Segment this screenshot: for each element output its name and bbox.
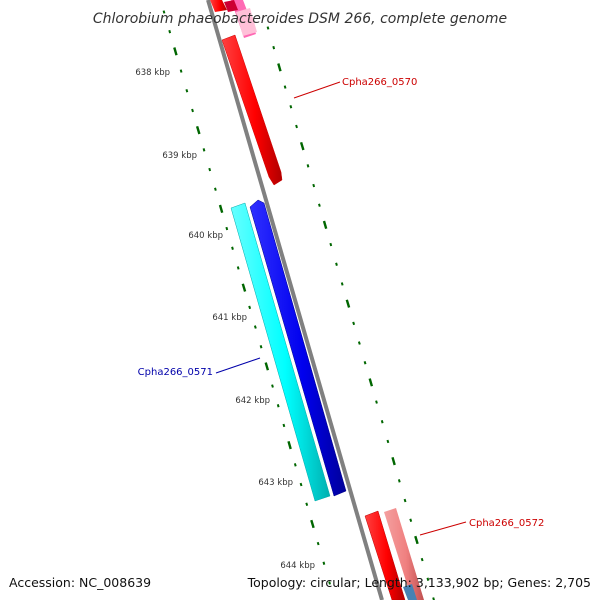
right-tick-mark bbox=[386, 439, 390, 444]
left-tick-mark bbox=[208, 167, 212, 172]
gene-label-cpha266-0571[interactable]: Cpha266_0571 bbox=[138, 367, 213, 378]
gene-red-top-small bbox=[210, 0, 227, 12]
right-tick-mark bbox=[312, 183, 316, 188]
left-tick-mark bbox=[225, 226, 229, 231]
right-tick-mark bbox=[283, 85, 287, 89]
right-tick-mark bbox=[272, 45, 276, 50]
left-tick-mark bbox=[185, 89, 189, 93]
tick-label-642: 642 kbp bbox=[235, 396, 270, 406]
leader-cpha266-0570 bbox=[293, 81, 341, 99]
gene-cpha266-0572-salmon bbox=[384, 508, 424, 600]
left-tick-mark bbox=[231, 246, 234, 250]
left-tick-mark bbox=[179, 69, 183, 73]
left-tick-mark bbox=[218, 204, 224, 214]
left-tick-mark bbox=[253, 325, 257, 329]
right-tick-mark bbox=[363, 361, 367, 365]
left-tick-mark bbox=[173, 47, 178, 56]
right-tick-mark bbox=[289, 105, 293, 109]
gene-cpha266-0571-blue bbox=[249, 199, 347, 497]
left-tick-mark bbox=[248, 305, 252, 310]
right-tick-mark bbox=[414, 535, 419, 545]
left-tick-mark bbox=[195, 125, 201, 135]
left-tick-mark bbox=[276, 404, 280, 408]
right-tick-mark bbox=[306, 164, 310, 168]
accession-text: Accession: NC_008639 bbox=[9, 575, 151, 590]
left-tick-mark bbox=[264, 362, 270, 371]
right-tick-mark bbox=[345, 299, 351, 308]
left-tick-mark bbox=[259, 345, 263, 349]
right-tick-mark bbox=[266, 26, 270, 30]
left-tick-mark bbox=[162, 10, 166, 14]
gene-cpha266-0570 bbox=[221, 34, 283, 186]
gene-label-cpha266-0570[interactable]: Cpha266_0570 bbox=[342, 77, 417, 88]
left-tick-mark bbox=[214, 187, 217, 191]
left-tick-mark bbox=[168, 29, 172, 34]
right-tick-mark bbox=[426, 577, 430, 581]
left-tick-mark bbox=[322, 561, 326, 565]
left-tick-mark bbox=[299, 482, 303, 487]
leader-cpha266-0571 bbox=[215, 357, 261, 374]
left-tick-mark bbox=[236, 266, 240, 270]
gene-red-top-edge bbox=[224, 0, 238, 12]
right-tick-mark bbox=[375, 400, 378, 404]
right-tick-mark bbox=[368, 378, 374, 387]
left-tick-mark bbox=[271, 384, 274, 388]
right-tick-mark bbox=[380, 420, 384, 424]
right-tick-mark bbox=[335, 262, 338, 266]
left-tick-mark bbox=[316, 541, 320, 546]
tick-label-644: 644 kbp bbox=[280, 561, 315, 571]
genome-backbone bbox=[206, 0, 384, 600]
left-tick-mark bbox=[191, 108, 194, 113]
gene-cpha266-0571-cyan bbox=[230, 202, 331, 502]
left-tick-mark bbox=[287, 440, 292, 450]
right-tick-mark bbox=[318, 203, 321, 207]
tick-label-641: 641 kbp bbox=[212, 313, 247, 323]
tick-label-640: 640 kbp bbox=[188, 231, 223, 241]
right-tick-mark bbox=[352, 321, 356, 326]
gene-cpha266-0572-red bbox=[364, 510, 406, 600]
right-tick-mark bbox=[357, 341, 361, 345]
right-tick-mark bbox=[420, 557, 424, 562]
right-tick-mark bbox=[397, 479, 401, 483]
right-tick-mark bbox=[329, 242, 333, 247]
right-tick-mark bbox=[322, 220, 328, 230]
leader-cpha266-0572 bbox=[419, 521, 467, 536]
right-tick-track bbox=[266, 26, 435, 600]
tick-label-638: 638 kbp bbox=[135, 68, 170, 78]
map-title: Chlorobium phaeobacteroides DSM 266, com… bbox=[93, 11, 507, 27]
right-tick-mark bbox=[403, 498, 407, 503]
left-tick-mark bbox=[202, 148, 206, 152]
gene-label-cpha266-0572[interactable]: Cpha266_0572 bbox=[469, 518, 544, 529]
left-tick-track bbox=[162, 10, 331, 585]
gene-steel-bottom bbox=[403, 584, 417, 600]
right-tick-mark bbox=[340, 282, 344, 286]
genome-summary-text: Topology: circular; Length: 3,133,902 bp… bbox=[247, 575, 591, 590]
right-tick-mark bbox=[299, 141, 305, 151]
left-tick-mark bbox=[310, 519, 315, 529]
tick-label-639: 639 kbp bbox=[162, 151, 197, 161]
right-tick-mark bbox=[277, 63, 282, 72]
left-tick-mark bbox=[328, 581, 331, 585]
left-tick-mark bbox=[305, 502, 309, 506]
right-tick-mark bbox=[295, 124, 298, 129]
right-tick-mark bbox=[409, 518, 413, 522]
left-tick-mark bbox=[293, 463, 297, 467]
gene-light-top bbox=[236, 8, 257, 36]
tick-label-643: 643 kbp bbox=[258, 478, 293, 488]
right-tick-mark bbox=[391, 456, 396, 466]
left-tick-mark bbox=[282, 423, 286, 428]
left-tick-mark bbox=[241, 283, 247, 292]
